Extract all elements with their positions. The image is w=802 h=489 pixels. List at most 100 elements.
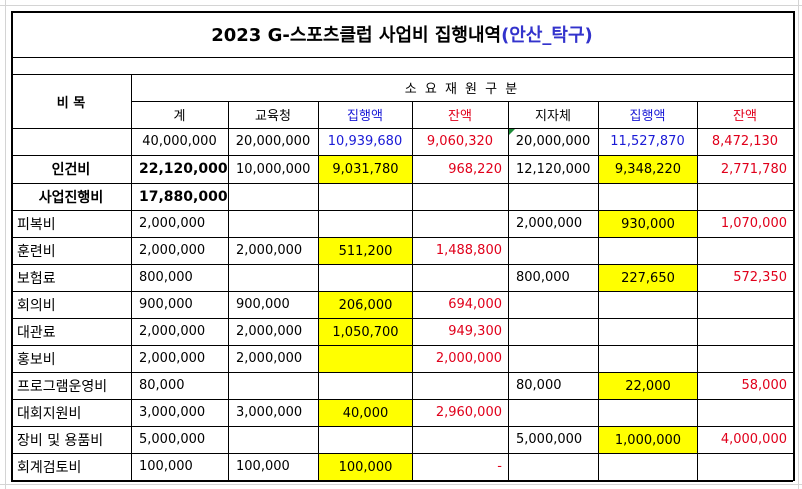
row-label: 훈련비 (17, 243, 56, 260)
table-cell (697, 453, 793, 480)
item-header: 비 목 (56, 95, 86, 111)
table-cell: 3,000,000 (139, 405, 206, 420)
row-divider (11, 264, 793, 265)
table-cell: 80,000 (139, 378, 185, 393)
column-header: 집행액 (347, 109, 383, 124)
row-label: 회계검토비 (17, 459, 82, 476)
table-cell: 2,000,000 (139, 324, 206, 339)
table-cell: 2,000,000 (236, 324, 303, 339)
table-cell (508, 291, 598, 318)
row-label: 피복비 (17, 216, 56, 233)
table-cell: 2,771,780 (720, 161, 787, 177)
table-cell: 5,000,000 (516, 432, 583, 447)
table-cell (228, 372, 318, 399)
table-cell (598, 345, 697, 372)
table-cell (697, 318, 793, 345)
table-cell (697, 291, 793, 318)
table-cell (598, 237, 697, 264)
total-cell: 40,000,000 (142, 134, 217, 149)
row-divider (11, 183, 793, 184)
table-cell (228, 264, 318, 291)
table-cell: 206,000 (319, 292, 412, 318)
table-cell (508, 183, 598, 210)
row-label: 보험료 (17, 270, 56, 287)
col-divider (598, 101, 599, 480)
table-cell: 1,070,000 (720, 216, 787, 231)
row-label: 대관료 (17, 324, 56, 341)
table-cell: 40,000 (319, 400, 412, 426)
total-cell: 20,000,000 (235, 134, 311, 149)
table-cell: 100,000 (139, 459, 193, 474)
table-cell: 2,000,000 (435, 351, 502, 366)
table-cell: 9,348,220 (599, 156, 697, 183)
table-cell (228, 210, 318, 237)
table-cell (697, 237, 793, 264)
border-top (11, 11, 793, 13)
table-cell (318, 264, 412, 291)
table-cell (319, 346, 412, 372)
col-divider (318, 101, 319, 480)
table-cell: 5,000,000 (139, 432, 206, 447)
total-cell: 10,939,680 (327, 134, 403, 149)
total-cell: 8,472,130 (711, 134, 779, 149)
table-cell: 58,000 (741, 378, 788, 393)
table-cell: 1,000,000 (599, 427, 697, 453)
column-header: 교육청 (255, 109, 291, 124)
table-cell: 12,120,000 (516, 161, 591, 177)
col-divider (131, 74, 132, 480)
border-title-bottom (11, 57, 793, 58)
row-label: 장비 및 용품비 (17, 432, 104, 449)
table-cell (318, 426, 412, 453)
table-cell (598, 453, 697, 480)
row-label: 사업진행비 (38, 189, 104, 206)
gridline (5, 0, 6, 489)
row-label: 프로그램운영비 (17, 378, 108, 395)
table-cell (228, 183, 318, 210)
row-divider (11, 210, 793, 211)
table-cell: 2,960,000 (435, 405, 502, 420)
border-header-top (11, 74, 793, 75)
table-cell: 800,000 (516, 270, 570, 285)
row-divider (11, 453, 793, 454)
table-cell: 900,000 (236, 297, 290, 312)
table-cell (598, 291, 697, 318)
column-header: 집행액 (629, 109, 666, 124)
table-cell: 930,000 (599, 211, 697, 237)
table-cell: 1,488,800 (435, 243, 502, 258)
table-cell (508, 318, 598, 345)
total-cell: 11,527,870 (610, 134, 685, 149)
row-divider (11, 291, 793, 292)
table-cell: 100,000 (236, 459, 290, 474)
table-cell (697, 399, 793, 426)
title-main: 2023 G-스포츠클럽 사업비 집행내역 (211, 25, 502, 46)
table-cell: 511,200 (319, 238, 412, 264)
table-cell: 2,000,000 (236, 351, 303, 366)
border-left (11, 11, 13, 481)
gridline (0, 5, 802, 6)
column-header: 지자체 (535, 109, 571, 124)
row-divider (11, 318, 793, 319)
row-label: 대회지원비 (17, 405, 82, 422)
table-cell (412, 264, 508, 291)
table-cell (318, 372, 412, 399)
table-cell (598, 183, 697, 210)
table-cell: 2,000,000 (236, 243, 303, 258)
table-cell (318, 210, 412, 237)
column-header: 잔액 (733, 109, 757, 124)
col-divider (412, 101, 413, 480)
table-cell: 949,300 (448, 324, 502, 339)
table-cell (508, 399, 598, 426)
table-cell: - (497, 459, 502, 474)
table-cell: 800,000 (139, 270, 193, 285)
table-cell: 10,000,000 (236, 161, 311, 177)
table-cell: 100,000 (319, 454, 412, 480)
table-cell: 2,000,000 (139, 216, 206, 231)
table-cell: 968,220 (448, 161, 502, 177)
table-cell (697, 183, 793, 210)
table-cell (412, 426, 508, 453)
row-divider (131, 101, 793, 102)
column-header: 계 (173, 109, 186, 124)
border-right (793, 11, 795, 481)
table-cell (228, 426, 318, 453)
page-title: 2023 G-스포츠클럽 사업비 집행내역 (안산_탁구) (11, 11, 793, 57)
